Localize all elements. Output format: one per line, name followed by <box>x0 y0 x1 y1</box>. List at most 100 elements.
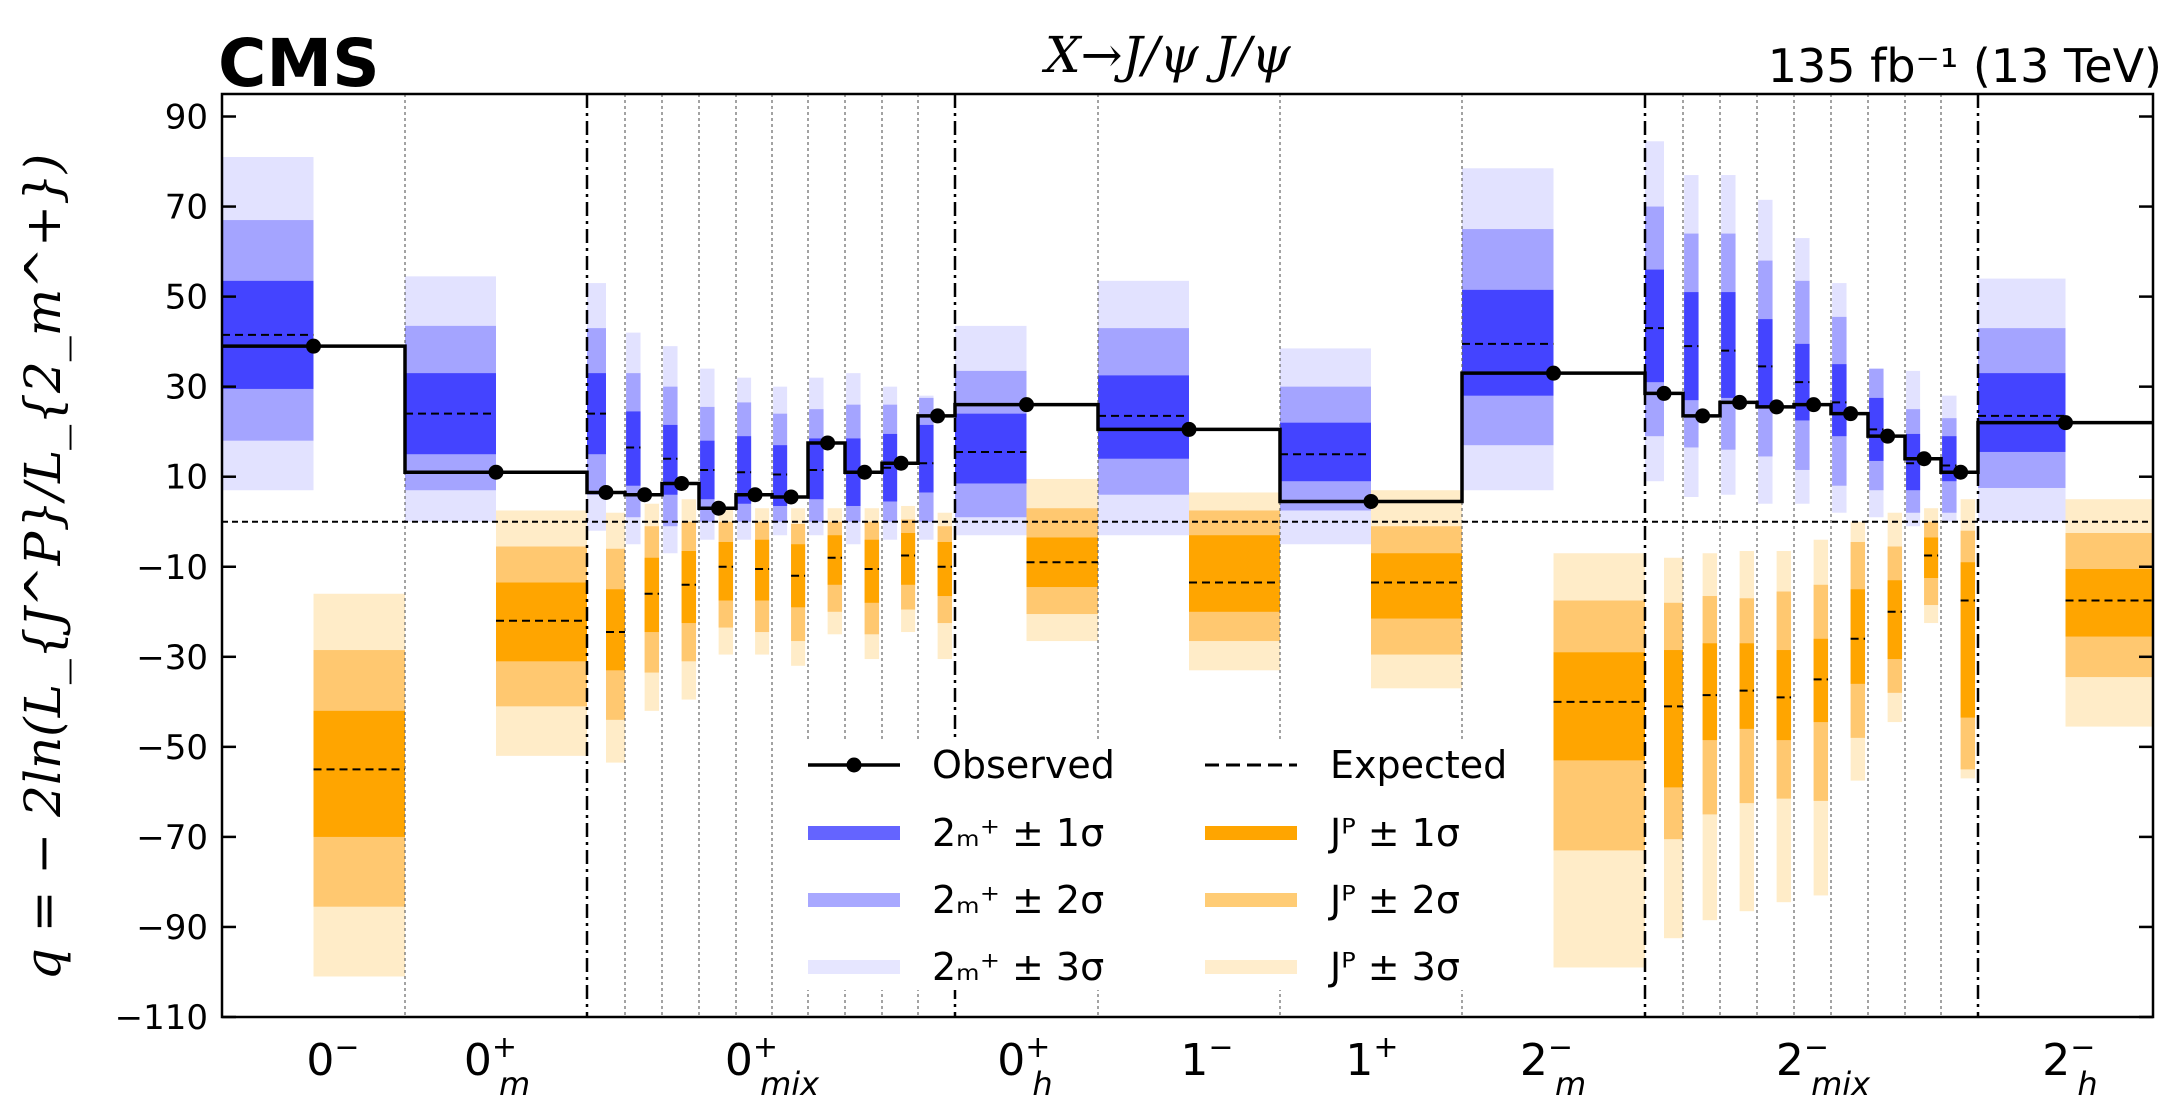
orange-band-s1-20 <box>1813 638 1829 723</box>
y-tick-label: −90 <box>136 908 208 948</box>
y-tick-label: −70 <box>136 818 208 858</box>
observed-point-24 <box>1953 464 1969 480</box>
observed-point-15 <box>1546 365 1561 381</box>
blue-band-s1-16 <box>1645 269 1664 383</box>
observed-point-6 <box>747 487 763 503</box>
orange-band-s1-10 <box>901 532 916 585</box>
blue-band-s1-24 <box>1942 436 1957 482</box>
observed-point-0 <box>306 338 321 354</box>
observed-point-3 <box>637 487 653 503</box>
observed-point-1 <box>488 464 504 480</box>
observed-point-7 <box>783 489 799 505</box>
observed-point-23 <box>1916 451 1932 467</box>
y-axis: 90 70 50 30 10 −10 −30 −50 −70 −90 −110 <box>115 98 2153 1038</box>
y-tick-label: −50 <box>136 728 208 768</box>
luminosity-label: 135 fb⁻¹ (13 TeV) <box>1768 39 2162 93</box>
observed-point-22 <box>1880 428 1896 444</box>
orange-band-s1-0 <box>313 710 405 837</box>
blue-band-s1-21 <box>1832 364 1847 437</box>
blue-band-s1-2 <box>587 373 606 455</box>
y-tick-label: 10 <box>165 458 208 498</box>
blue-band-s1-14 <box>1280 422 1371 482</box>
blue-band-s1-11 <box>919 424 934 493</box>
legend-label-observed: Observed <box>932 743 1115 787</box>
legend-label-blue1: 2ₘ⁺ ± 1σ <box>932 811 1104 855</box>
legend-swatch-blue1 <box>808 826 900 840</box>
legend-label-expected: Expected <box>1330 743 1507 787</box>
x-category-label-4: 1− <box>1180 1030 1233 1086</box>
blue-band-s1-12 <box>955 413 1027 484</box>
blue-band-s1-4 <box>663 424 678 495</box>
blue-band-s1-3 <box>626 411 641 486</box>
legend-observed-marker <box>846 757 862 773</box>
y-tick-label: −10 <box>136 548 208 588</box>
blue-band-s1-25 <box>1978 373 2066 452</box>
orange-band-s1-5 <box>718 541 734 601</box>
y-tick-label: −110 <box>115 998 208 1038</box>
orange-band-s1-21 <box>1850 589 1866 684</box>
blue-band-s1-18 <box>1721 292 1736 398</box>
x-axis: 0− 0+ m 0+ mix 0+ h 1− 1+ 2− m 2− mix 2− h <box>306 1030 2097 1103</box>
legend-swatch-blue2 <box>808 893 900 907</box>
x-category-label-0: 0− <box>306 1030 359 1086</box>
blue-band-s1-13 <box>1098 375 1189 459</box>
legend: Observed Expected 2ₘ⁺ ± 1σ Jᴾ ± 1σ 2ₘ⁺ ± 2σ J… <box>808 743 1507 989</box>
legend-label-orange3: Jᴾ ± 3σ <box>1328 945 1460 989</box>
orange-band-s1-9 <box>864 539 880 603</box>
observed-point-9 <box>857 464 873 480</box>
observed-point-13 <box>1181 421 1197 437</box>
observed-layer <box>222 338 2153 516</box>
observed-point-17 <box>1695 408 1711 424</box>
legend-swatch-blue3 <box>808 960 900 974</box>
legend-label-orange1: Jᴾ ± 1σ <box>1328 811 1460 855</box>
x-category-label-6: 2− m <box>1520 1030 1586 1103</box>
x-category-label-5: 1+ <box>1345 1030 1398 1086</box>
blue-band-s1-7 <box>773 445 788 506</box>
legend-box <box>800 740 1525 990</box>
y-axis-title: q = − 2ln(L_{J^P}/L_{2_m^+}) <box>14 154 72 981</box>
y-tick-label: −30 <box>136 638 208 678</box>
blue-band-s1-15 <box>1462 289 1554 396</box>
experiment-label: CMS <box>218 25 380 102</box>
legend-swatch-orange1 <box>1205 826 1297 840</box>
observed-point-2 <box>598 484 614 500</box>
orange-band-s1-8 <box>827 535 843 585</box>
orange-band-s1-25 <box>2065 569 2153 637</box>
legend-label-orange2: Jᴾ ± 2σ <box>1328 878 1460 922</box>
legend-label-blue2: 2ₘ⁺ ± 2σ <box>932 878 1104 922</box>
legend-swatch-orange2 <box>1205 893 1297 907</box>
orange-band-s1-12 <box>1026 537 1098 588</box>
y-tick-label: 90 <box>165 98 208 138</box>
observed-point-18 <box>1732 394 1748 410</box>
observed-point-25 <box>2058 415 2073 431</box>
chart-title: X→J/ψ J/ψ <box>1041 26 1291 84</box>
blue-band-s1-23 <box>1906 433 1921 491</box>
observed-point-5 <box>711 500 727 516</box>
orange-band-s1-14 <box>1371 553 1462 619</box>
blue-band-s1-8 <box>809 438 824 500</box>
orange-band-s1-3 <box>644 557 660 633</box>
expected-lines-layer <box>222 327 2153 771</box>
orange-band-s1-6 <box>755 539 770 601</box>
y-tick-label: 70 <box>165 188 208 228</box>
orange-band-s1-1 <box>496 582 587 662</box>
observed-point-11 <box>930 408 946 424</box>
orange-band-s1-24 <box>1960 562 1976 718</box>
observed-point-19 <box>1769 399 1785 415</box>
orange-band-s1-19 <box>1776 650 1792 741</box>
orange-band-s1-22 <box>1887 580 1903 660</box>
observed-point-12 <box>1019 397 1034 413</box>
orange-band-s1-2 <box>606 589 625 671</box>
orange-band-s1-17 <box>1702 643 1718 741</box>
observed-point-4 <box>674 475 690 491</box>
x-category-label-7: 2− mix <box>1776 1030 1871 1103</box>
plot-frame <box>220 92 2155 1019</box>
orange-band-s1-13 <box>1189 535 1280 612</box>
blue-band-s1-6 <box>737 436 752 504</box>
orange-band-s1-18 <box>1739 643 1755 729</box>
observed-point-10 <box>893 455 909 471</box>
orange-band-s1-16 <box>1664 650 1683 788</box>
orange-band-s1-23 <box>1924 537 1939 579</box>
y-tick-label: 30 <box>165 368 208 408</box>
